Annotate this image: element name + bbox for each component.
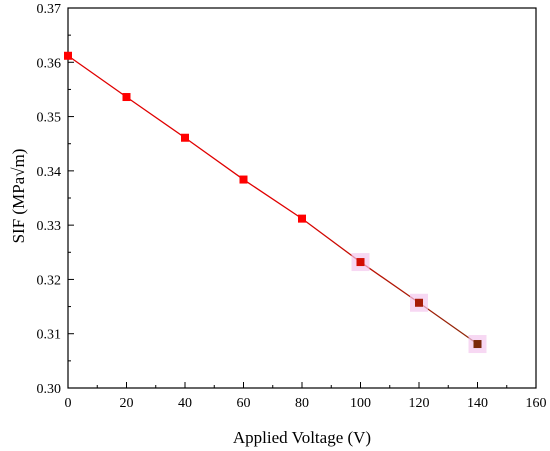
x-tick-label: 160	[526, 396, 547, 411]
x-tick-label: 120	[409, 396, 430, 411]
x-tick-label: 100	[350, 396, 371, 411]
data-point-marker	[64, 51, 72, 60]
data-point-marker	[356, 258, 365, 267]
y-tick-label: 0.37	[37, 2, 62, 17]
data-point-marker	[122, 93, 131, 102]
series-markers	[64, 51, 487, 354]
data-point-marker	[473, 340, 482, 349]
y-tick-label: 0.34	[37, 165, 62, 180]
x-tick-label: 140	[467, 396, 488, 411]
y-tick-label: 0.31	[37, 328, 62, 343]
y-tick-label: 0.32	[37, 273, 62, 288]
y-tick-label: 0.33	[37, 219, 62, 234]
y-tick-label: 0.35	[37, 111, 62, 126]
x-tick-label: 80	[295, 396, 309, 411]
data-point-marker	[415, 298, 423, 307]
x-tick-label: 60	[237, 396, 251, 411]
y-axis-ticks: 0.30 0.31 0.32 0.33 0.34 0.35 0.36 0.37	[37, 2, 74, 397]
y-axis-title: SIF (MPa√m)	[9, 149, 28, 244]
series-polyline	[67, 55, 478, 345]
y-tick-label: 0.30	[37, 382, 62, 397]
series-line	[67, 55, 478, 345]
data-point-marker	[181, 133, 189, 142]
x-axis-ticks: 0 20 40 60 80 100 120 140 160	[65, 382, 547, 411]
data-point-marker	[298, 214, 306, 223]
plot-frame	[67, 7, 537, 389]
plot-border	[67, 7, 537, 389]
x-tick-label: 40	[178, 396, 192, 411]
x-tick-label: 0	[65, 396, 72, 411]
x-tick-label: 20	[120, 396, 134, 411]
data-point-marker	[239, 175, 248, 184]
y-tick-label: 0.36	[37, 56, 62, 71]
x-axis-title: Applied Voltage (V)	[233, 428, 371, 447]
